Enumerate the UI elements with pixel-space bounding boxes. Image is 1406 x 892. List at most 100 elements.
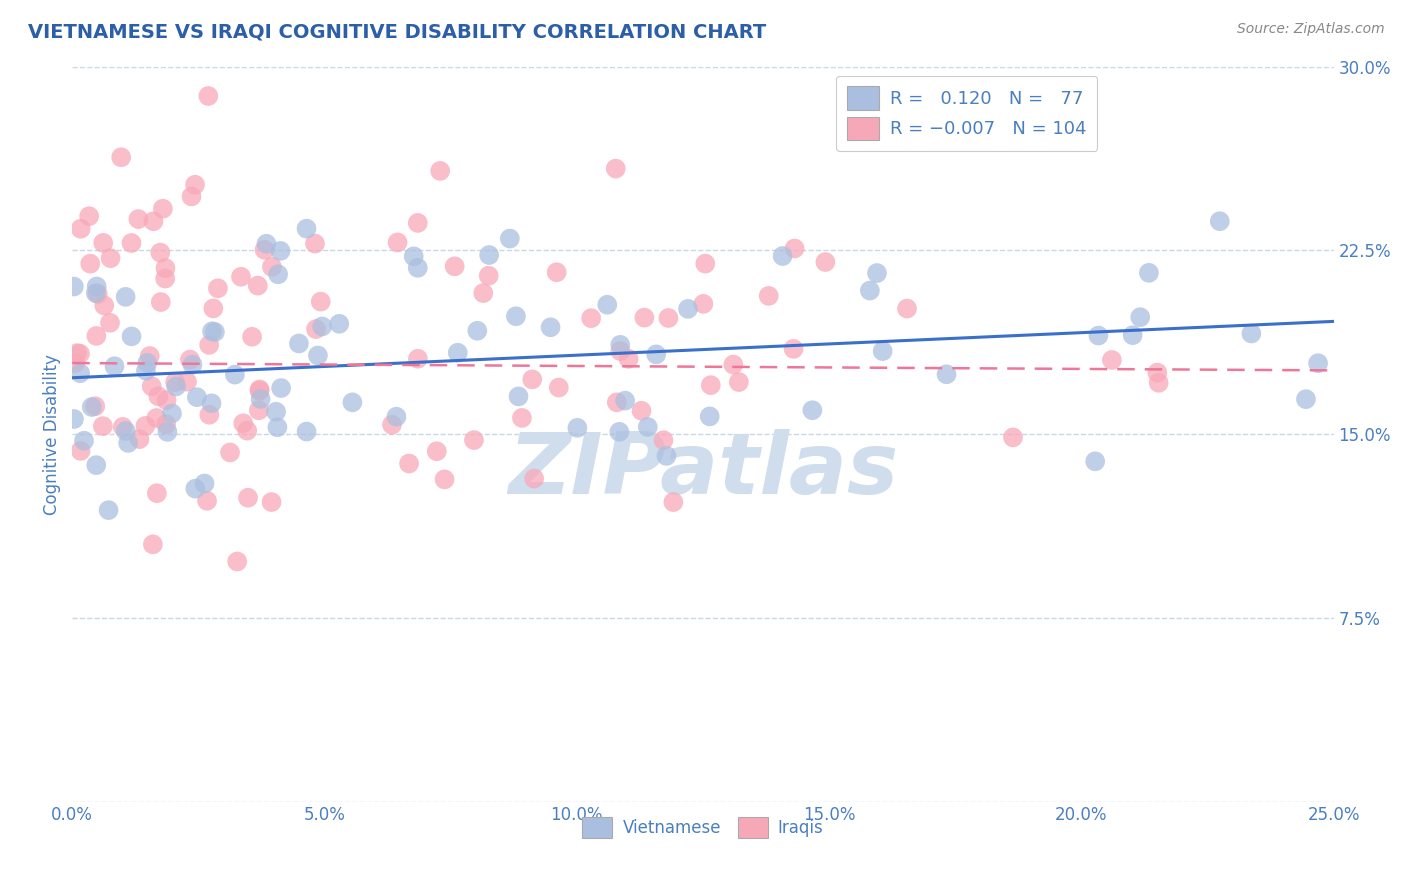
- Point: [309, 294, 332, 309]
- Point: [202, 301, 225, 316]
- Point: [782, 342, 804, 356]
- Point: [772, 249, 794, 263]
- Point: [240, 330, 263, 344]
- Point: [304, 236, 326, 251]
- Point: [103, 359, 125, 374]
- Point: [814, 255, 837, 269]
- Point: [630, 403, 652, 417]
- Point: [699, 409, 721, 424]
- Point: [1087, 328, 1109, 343]
- Point: [1306, 356, 1329, 370]
- Legend: Vietnamese, Iraqis: Vietnamese, Iraqis: [575, 810, 830, 845]
- Point: [128, 432, 150, 446]
- Point: [478, 268, 501, 283]
- Point: [523, 472, 546, 486]
- Point: [692, 297, 714, 311]
- Point: [226, 554, 249, 568]
- Point: [387, 235, 409, 250]
- Point: [117, 436, 139, 450]
- Point: [567, 421, 589, 435]
- Point: [540, 320, 562, 334]
- Point: [510, 411, 533, 425]
- Point: [180, 189, 202, 203]
- Point: [547, 380, 569, 394]
- Text: ZIPatlas: ZIPatlas: [508, 429, 898, 512]
- Point: [728, 375, 751, 389]
- Point: [77, 209, 100, 223]
- Point: [179, 352, 201, 367]
- Point: [1147, 376, 1170, 390]
- Point: [93, 298, 115, 312]
- Point: [149, 245, 172, 260]
- Point: [69, 221, 91, 235]
- Point: [429, 164, 451, 178]
- Point: [645, 347, 668, 361]
- Point: [381, 417, 404, 432]
- Point: [121, 235, 143, 250]
- Text: VIETNAMESE VS IRAQI COGNITIVE DISABILITY CORRELATION CHART: VIETNAMESE VS IRAQI COGNITIVE DISABILITY…: [28, 22, 766, 41]
- Point: [141, 379, 163, 393]
- Point: [80, 400, 103, 414]
- Point: [249, 383, 271, 397]
- Point: [66, 346, 89, 360]
- Point: [472, 286, 495, 301]
- Point: [91, 235, 114, 250]
- Point: [135, 363, 157, 377]
- Point: [153, 271, 176, 285]
- Point: [859, 284, 882, 298]
- Point: [142, 214, 165, 228]
- Point: [69, 366, 91, 380]
- Point: [260, 260, 283, 274]
- Point: [858, 96, 880, 111]
- Point: [270, 381, 292, 395]
- Point: [433, 472, 456, 486]
- Point: [617, 351, 640, 366]
- Point: [662, 495, 685, 509]
- Point: [181, 358, 204, 372]
- Point: [198, 338, 221, 352]
- Point: [801, 403, 824, 417]
- Point: [499, 231, 522, 245]
- Point: [200, 396, 222, 410]
- Point: [127, 212, 149, 227]
- Point: [165, 379, 187, 393]
- Point: [406, 351, 429, 366]
- Point: [328, 317, 350, 331]
- Point: [63, 412, 86, 426]
- Point: [91, 419, 114, 434]
- Point: [204, 325, 226, 339]
- Point: [657, 310, 679, 325]
- Point: [160, 406, 183, 420]
- Point: [148, 389, 170, 403]
- Point: [121, 329, 143, 343]
- Point: [139, 349, 162, 363]
- Point: [236, 491, 259, 505]
- Point: [596, 298, 619, 312]
- Point: [254, 236, 277, 251]
- Point: [1001, 430, 1024, 444]
- Point: [86, 279, 108, 293]
- Point: [100, 251, 122, 265]
- Point: [260, 495, 283, 509]
- Point: [676, 301, 699, 316]
- Point: [63, 279, 86, 293]
- Point: [695, 257, 717, 271]
- Point: [1295, 392, 1317, 406]
- Point: [606, 395, 628, 409]
- Point: [146, 486, 169, 500]
- Point: [288, 336, 311, 351]
- Point: [111, 420, 134, 434]
- Point: [269, 244, 291, 258]
- Point: [783, 242, 806, 256]
- Point: [186, 390, 208, 404]
- Point: [73, 434, 96, 448]
- Point: [465, 324, 488, 338]
- Point: [229, 269, 252, 284]
- Point: [224, 368, 246, 382]
- Point: [149, 295, 172, 310]
- Point: [114, 290, 136, 304]
- Point: [63, 356, 86, 370]
- Point: [406, 216, 429, 230]
- Point: [156, 425, 179, 439]
- Point: [406, 260, 429, 275]
